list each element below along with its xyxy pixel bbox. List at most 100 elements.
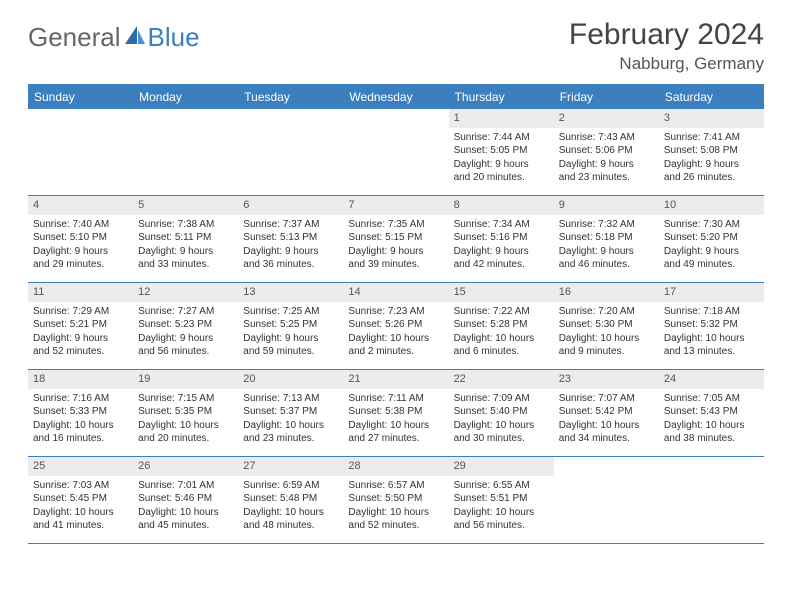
calendar-cell: 21Sunrise: 7:11 AMSunset: 5:38 PMDayligh… [343,370,448,456]
day-info-line: and 20 minutes. [454,171,549,185]
day-body: Sunrise: 7:27 AMSunset: 5:23 PMDaylight:… [133,302,238,364]
day-number: 28 [343,457,448,476]
day-number: 9 [554,196,659,215]
day-number: 1 [449,109,554,128]
day-info-line: Sunrise: 7:15 AM [138,392,233,406]
day-info-line: and 49 minutes. [664,258,759,272]
week-row: 1Sunrise: 7:44 AMSunset: 5:05 PMDaylight… [28,109,764,196]
day-info-line: Sunrise: 7:11 AM [348,392,443,406]
day-info-line: and 52 minutes. [348,519,443,533]
calendar-cell [343,109,448,195]
day-number: 20 [238,370,343,389]
day-info-line: Sunset: 5:45 PM [33,492,128,506]
day-info-line: and 9 minutes. [559,345,654,359]
day-number: 29 [449,457,554,476]
day-info-line: Sunset: 5:43 PM [664,405,759,419]
day-number: 8 [449,196,554,215]
day-info-line: Daylight: 10 hours [33,419,128,433]
day-info-line: Sunrise: 7:13 AM [243,392,338,406]
week-row: 4Sunrise: 7:40 AMSunset: 5:10 PMDaylight… [28,196,764,283]
day-number: 17 [659,283,764,302]
calendar-cell: 11Sunrise: 7:29 AMSunset: 5:21 PMDayligh… [28,283,133,369]
day-info-line: Sunset: 5:42 PM [559,405,654,419]
dow-header: Saturday [659,85,764,109]
day-info-line: Daylight: 10 hours [559,419,654,433]
day-body: Sunrise: 7:25 AMSunset: 5:25 PMDaylight:… [238,302,343,364]
day-info-line: Sunset: 5:51 PM [454,492,549,506]
day-info-line: Sunrise: 6:59 AM [243,479,338,493]
day-body: Sunrise: 7:18 AMSunset: 5:32 PMDaylight:… [659,302,764,364]
day-info-line: Daylight: 9 hours [243,332,338,346]
day-info-line: Daylight: 10 hours [454,332,549,346]
sail-icon [123,22,147,53]
day-info-line: Sunset: 5:35 PM [138,405,233,419]
day-info-line: Daylight: 10 hours [348,332,443,346]
day-number: 26 [133,457,238,476]
day-info-line: Sunrise: 7:37 AM [243,218,338,232]
day-info-line: Daylight: 10 hours [243,419,338,433]
day-info-line: and 23 minutes. [559,171,654,185]
week-row: 18Sunrise: 7:16 AMSunset: 5:33 PMDayligh… [28,370,764,457]
day-of-week-row: SundayMondayTuesdayWednesdayThursdayFrid… [28,85,764,109]
day-body: Sunrise: 7:22 AMSunset: 5:28 PMDaylight:… [449,302,554,364]
day-info-line: Sunrise: 7:40 AM [33,218,128,232]
day-info-line: and 33 minutes. [138,258,233,272]
day-number: 7 [343,196,448,215]
day-number: 25 [28,457,133,476]
calendar-cell: 16Sunrise: 7:20 AMSunset: 5:30 PMDayligh… [554,283,659,369]
day-info-line: and 34 minutes. [559,432,654,446]
day-body [28,128,133,136]
day-info-line: Daylight: 10 hours [454,506,549,520]
calendar-cell: 17Sunrise: 7:18 AMSunset: 5:32 PMDayligh… [659,283,764,369]
day-info-line: and 56 minutes. [138,345,233,359]
day-info-line: Sunset: 5:37 PM [243,405,338,419]
calendar-cell: 28Sunrise: 6:57 AMSunset: 5:50 PMDayligh… [343,457,448,543]
calendar-cell: 10Sunrise: 7:30 AMSunset: 5:20 PMDayligh… [659,196,764,282]
page-title: February 2024 [569,18,764,52]
day-number: 21 [343,370,448,389]
day-info-line: and 56 minutes. [454,519,549,533]
day-info-line: Sunrise: 7:25 AM [243,305,338,319]
day-info-line: Sunrise: 7:07 AM [559,392,654,406]
day-number: 5 [133,196,238,215]
day-body [659,476,764,484]
calendar-cell: 2Sunrise: 7:43 AMSunset: 5:06 PMDaylight… [554,109,659,195]
day-info-line: and 30 minutes. [454,432,549,446]
day-info-line: Daylight: 9 hours [33,245,128,259]
calendar-cell: 22Sunrise: 7:09 AMSunset: 5:40 PMDayligh… [449,370,554,456]
day-number: 27 [238,457,343,476]
day-body: Sunrise: 7:43 AMSunset: 5:06 PMDaylight:… [554,128,659,190]
calendar-cell: 1Sunrise: 7:44 AMSunset: 5:05 PMDaylight… [449,109,554,195]
calendar-cell: 8Sunrise: 7:34 AMSunset: 5:16 PMDaylight… [449,196,554,282]
day-info-line: Daylight: 9 hours [454,245,549,259]
day-info-line: Sunrise: 7:18 AM [664,305,759,319]
day-body: Sunrise: 7:29 AMSunset: 5:21 PMDaylight:… [28,302,133,364]
calendar-cell: 5Sunrise: 7:38 AMSunset: 5:11 PMDaylight… [133,196,238,282]
day-body: Sunrise: 7:35 AMSunset: 5:15 PMDaylight:… [343,215,448,277]
day-info-line: and 36 minutes. [243,258,338,272]
day-info-line: Daylight: 9 hours [138,332,233,346]
day-info-line: Daylight: 9 hours [243,245,338,259]
day-info-line: Sunrise: 7:23 AM [348,305,443,319]
day-info-line: and 16 minutes. [33,432,128,446]
day-number: 10 [659,196,764,215]
day-body: Sunrise: 7:20 AMSunset: 5:30 PMDaylight:… [554,302,659,364]
calendar-cell: 18Sunrise: 7:16 AMSunset: 5:33 PMDayligh… [28,370,133,456]
calendar-cell [659,457,764,543]
dow-header: Monday [133,85,238,109]
day-number: 3 [659,109,764,128]
day-info-line: Sunset: 5:33 PM [33,405,128,419]
day-body: Sunrise: 7:44 AMSunset: 5:05 PMDaylight:… [449,128,554,190]
day-body: Sunrise: 6:59 AMSunset: 5:48 PMDaylight:… [238,476,343,538]
day-info-line: Daylight: 10 hours [348,506,443,520]
day-body: Sunrise: 6:57 AMSunset: 5:50 PMDaylight:… [343,476,448,538]
calendar-cell: 29Sunrise: 6:55 AMSunset: 5:51 PMDayligh… [449,457,554,543]
day-info-line: Sunset: 5:05 PM [454,144,549,158]
day-info-line: Sunrise: 7:34 AM [454,218,549,232]
day-info-line: Sunrise: 7:09 AM [454,392,549,406]
title-block: February 2024 Nabburg, Germany [569,18,764,74]
day-body [238,128,343,136]
calendar-cell: 4Sunrise: 7:40 AMSunset: 5:10 PMDaylight… [28,196,133,282]
day-number: 11 [28,283,133,302]
day-body: Sunrise: 7:30 AMSunset: 5:20 PMDaylight:… [659,215,764,277]
